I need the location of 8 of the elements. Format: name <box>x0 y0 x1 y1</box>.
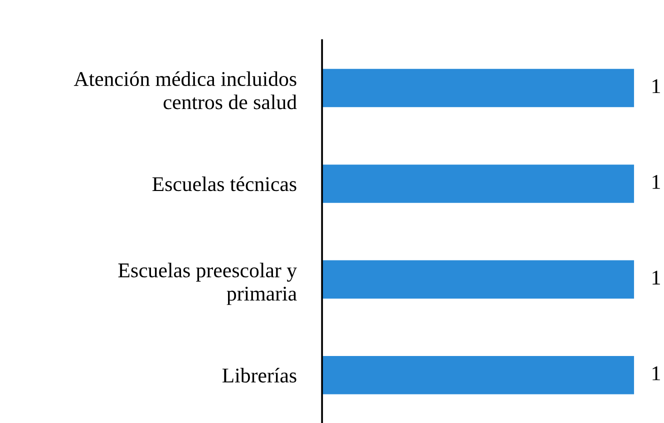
data-label: 1 <box>652 366 660 380</box>
data-label: 1 <box>652 270 660 284</box>
y-tick-label: Atención médica incluidos centros de salud <box>74 71 297 110</box>
y-tick-label: Escuelas preescolar y primaria <box>118 262 297 305</box>
y-tick-label: Escuelas técnicas <box>152 176 296 192</box>
data-label: 1 <box>652 79 660 94</box>
y-tick-label: Librerías <box>222 368 296 383</box>
data-label: 1 <box>652 174 660 189</box>
